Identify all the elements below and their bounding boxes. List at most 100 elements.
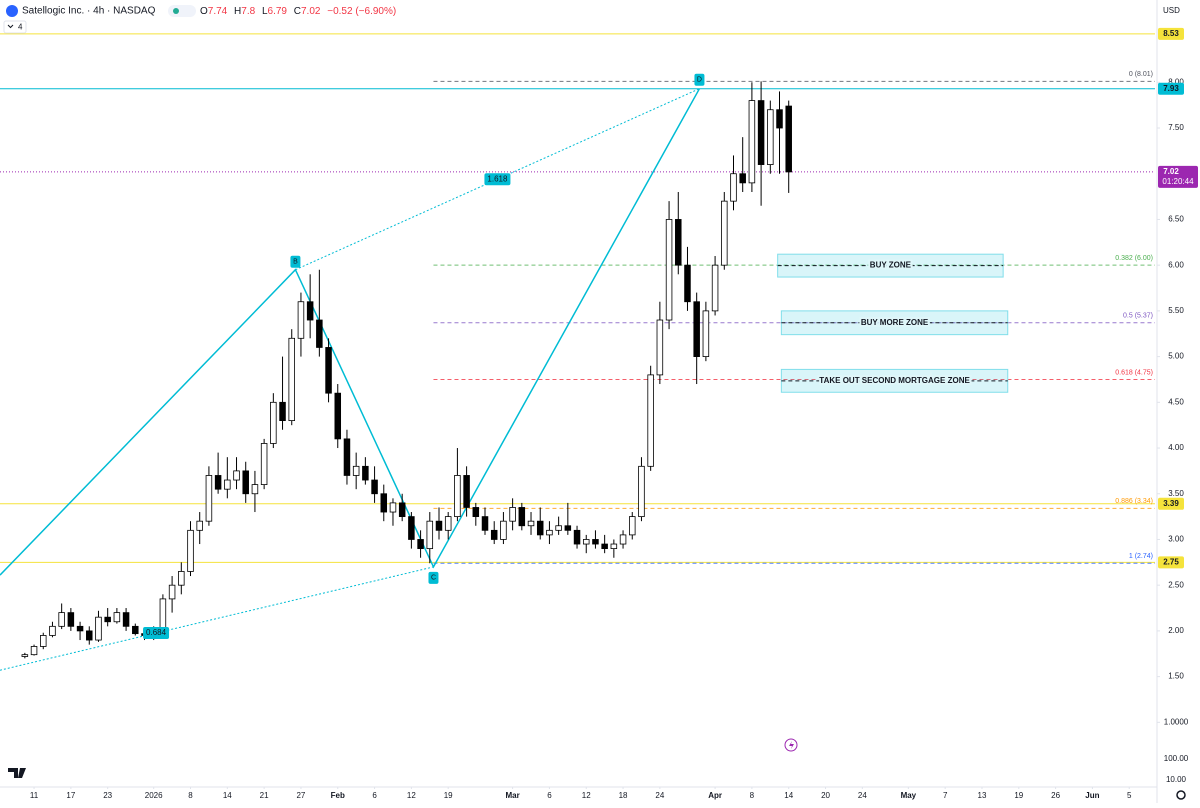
candle-body xyxy=(711,264,719,312)
chevron-icon xyxy=(7,24,14,29)
candle-body xyxy=(426,520,434,550)
symbol-icon[interactable] xyxy=(6,5,18,17)
fib-label: 0.618 (4.75) xyxy=(1115,369,1153,376)
price-badge-label: 3.39 xyxy=(1163,499,1179,508)
axis-label: 100.00 xyxy=(1164,754,1189,763)
indicators-toggle[interactable] xyxy=(3,20,27,34)
point-label: C xyxy=(431,575,436,582)
x-tick-label: 23 xyxy=(103,791,112,800)
zone-label: BUY MORE ZONE xyxy=(861,318,929,327)
header: Satellogic Inc. · 4h · NASDAQ O7.74 H7.8… xyxy=(3,5,1180,34)
candle-body xyxy=(527,520,535,527)
candle-body xyxy=(721,200,728,266)
x-tick-label: 14 xyxy=(784,791,793,800)
candle-body xyxy=(224,479,231,490)
candle-body xyxy=(454,475,461,518)
candle-body xyxy=(76,625,84,632)
candle-body xyxy=(555,525,562,531)
x-tick-label: 8 xyxy=(750,791,755,800)
ratio-label: 0.684 xyxy=(146,628,167,637)
point-label: B xyxy=(293,259,298,266)
x-tick-label: 20 xyxy=(821,791,830,800)
countdown: 01:20:44 xyxy=(1162,177,1194,186)
price-badge xyxy=(1158,82,1184,95)
candle-body xyxy=(546,529,553,536)
candle-body xyxy=(629,516,636,536)
x-tick-label: 27 xyxy=(296,791,305,800)
candle-body xyxy=(748,100,756,184)
candle-body xyxy=(398,502,406,518)
status-dot xyxy=(173,8,179,14)
price-badge xyxy=(1158,497,1184,510)
x-tick-label: 12 xyxy=(407,791,416,800)
y-tick-label: 7.50 xyxy=(1168,123,1184,132)
candle-body xyxy=(104,616,111,623)
y-tick-label: 3.00 xyxy=(1168,535,1184,544)
zone-label: BUY ZONE xyxy=(870,261,912,270)
candle-body xyxy=(132,625,139,635)
y-tick-label: 2.50 xyxy=(1168,580,1184,589)
point-badge xyxy=(290,255,301,268)
candle-body xyxy=(767,109,774,165)
y-tick-label: 6.00 xyxy=(1168,260,1184,269)
currency[interactable]: USD xyxy=(1163,6,1180,15)
price-badge-label: 2.75 xyxy=(1163,557,1179,566)
x-tick-label: 5 xyxy=(1127,791,1132,800)
indicator-count: 4 xyxy=(18,23,23,32)
candle-body xyxy=(592,539,599,545)
y-tick-label: 8.00 xyxy=(1168,77,1184,86)
x-tick-label: 11 xyxy=(30,791,39,800)
x-tick-label: 7 xyxy=(943,791,948,800)
candle-body xyxy=(665,219,673,321)
candle-body xyxy=(316,319,323,348)
candle-body xyxy=(435,520,443,531)
candle-body xyxy=(463,475,470,508)
pattern-leg xyxy=(0,88,701,576)
candle-body xyxy=(251,484,259,495)
x-tick-label: 26 xyxy=(1051,791,1060,800)
candle-body xyxy=(776,109,783,129)
y-tick-label: 6.50 xyxy=(1168,215,1184,224)
candle-body xyxy=(408,516,415,540)
settings-icon[interactable] xyxy=(1176,790,1186,800)
status-pill[interactable] xyxy=(168,5,196,17)
x-tick-label: 6 xyxy=(547,791,552,800)
tv-logo[interactable] xyxy=(8,768,26,778)
candle-body xyxy=(638,465,645,518)
candle-body xyxy=(343,438,351,476)
ohlc-legend: O7.74 H7.8 L6.79 C7.02 −0.52 (−6.90%) xyxy=(200,6,396,17)
candle-body xyxy=(352,465,360,476)
ratio-badge xyxy=(143,627,170,640)
x-tick-label: 24 xyxy=(655,791,664,800)
ohlc-letter: H xyxy=(234,6,241,17)
candle-body xyxy=(270,401,277,444)
candle-body xyxy=(159,598,167,632)
y-tick-label: 1.0000 xyxy=(1164,717,1189,726)
candle-body xyxy=(564,525,572,531)
x-tick-label: 8 xyxy=(188,791,193,800)
candle-body xyxy=(472,507,480,518)
candle-body xyxy=(288,337,295,422)
candle-body xyxy=(601,543,608,550)
candle-body xyxy=(58,612,65,627)
candle-body xyxy=(205,475,213,522)
y-tick-label: 4.00 xyxy=(1168,443,1184,452)
symbol-title[interactable]: Satellogic Inc. · 4h · NASDAQ xyxy=(22,6,156,17)
price-badge xyxy=(1158,556,1184,569)
x-tick-label: May xyxy=(901,791,917,800)
fib-label: 0.5 (5.37) xyxy=(1123,313,1153,320)
x-tick-label: 13 xyxy=(978,791,987,800)
price-badge xyxy=(1158,27,1184,40)
candle-body xyxy=(196,520,203,531)
candle-body xyxy=(490,529,498,540)
candle-body xyxy=(178,571,185,586)
candle-body xyxy=(113,612,121,623)
x-tick-label: 24 xyxy=(858,791,867,800)
point-badge xyxy=(694,73,705,86)
x-tick-label: 19 xyxy=(444,791,453,800)
candle-body xyxy=(21,654,29,657)
candle-body xyxy=(86,630,93,641)
candle-body xyxy=(500,520,507,540)
